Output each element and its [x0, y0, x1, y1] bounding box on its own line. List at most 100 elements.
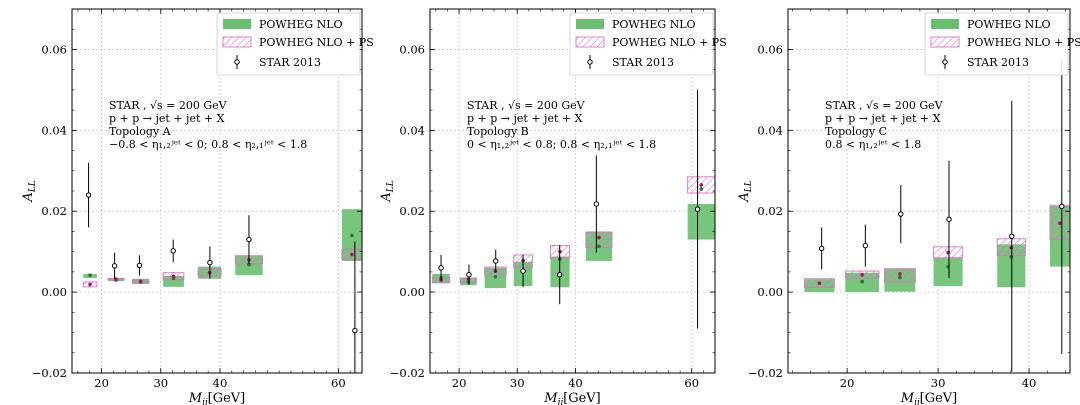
ps-point — [88, 282, 92, 287]
legend-ps-label: POWHEG NLO + PS — [967, 36, 1080, 49]
ps-point — [350, 252, 354, 257]
panel-3: 20 30 40 −0.02 0.00 0.02 0.04 0.06 Mjj[GeV] ALL ST… — [737, 8, 1080, 405]
star-point — [493, 258, 499, 264]
legend-nlo-swatch — [223, 19, 251, 29]
x-tick-label: 40 — [1022, 376, 1037, 390]
panel-2: 20 30 40 60 −0.02 0.00 0.02 0.04 0.06 Mjj[GeV] ALL… — [379, 8, 727, 405]
ps-point — [114, 277, 118, 281]
y-tick-label: 0.06 — [41, 42, 67, 56]
legend-star-marker — [234, 59, 240, 65]
nlo-point — [88, 273, 92, 277]
x-tick-label: 40 — [568, 376, 583, 390]
x-axis-label: Mjj[GeV] — [900, 391, 958, 405]
y-tick-label: −0.02 — [390, 366, 425, 380]
star-point — [207, 259, 213, 266]
star-point — [818, 245, 825, 252]
x-tick-label: 40 — [213, 376, 228, 390]
ps-point — [171, 274, 176, 279]
annotation-line-4: 0.8 < η₁,₂ʲᵉᵗ < 1.8 — [825, 138, 921, 151]
x-tick-label: 20 — [452, 376, 467, 390]
nlo-point — [597, 244, 601, 249]
star-point — [352, 327, 358, 334]
y-tick-label: 0.02 — [41, 204, 67, 218]
y-tick-label: 0.04 — [399, 123, 425, 137]
ps-point — [1058, 221, 1062, 226]
legend-nlo-label: POWHEG NLO — [612, 18, 696, 31]
annotation-line-3: Topology A — [109, 125, 172, 138]
legend-ps-swatch — [930, 36, 960, 48]
legend-box — [569, 12, 714, 76]
y-tick-label: 0.06 — [757, 42, 783, 56]
x-axis-label: Mjj[GeV] — [188, 391, 246, 405]
nlo-box — [687, 203, 715, 240]
y-axis-label: ALL — [379, 180, 396, 202]
legend-star-marker — [942, 59, 948, 65]
ps-point — [138, 279, 143, 283]
star-point — [520, 268, 526, 274]
legend-box — [216, 12, 361, 76]
x-tick-label: 30 — [153, 376, 168, 390]
legend-star-label: STAR 2013 — [967, 56, 1029, 69]
nlo-box — [933, 257, 963, 287]
nlo-point — [699, 187, 704, 191]
x-tick-label: 20 — [94, 376, 109, 390]
star-point — [1059, 203, 1065, 210]
annotation-line-2: p + p → jet + jet + X — [109, 112, 225, 125]
x-tick-label: 20 — [840, 376, 855, 390]
annotation-line-3: Topology B — [467, 125, 529, 138]
y-tick-label: 0.04 — [41, 123, 67, 137]
legend-nlo-label: POWHEG NLO — [259, 18, 343, 31]
annotation-line-2: p + p → jet + jet + X — [467, 112, 583, 125]
legend-ps-label: POWHEG NLO + PS — [612, 36, 727, 49]
nlo-point — [247, 262, 251, 267]
legend-ps-label: POWHEG NLO + PS — [259, 36, 374, 49]
star-point — [111, 263, 118, 269]
nlo-point — [350, 233, 354, 238]
ps-point — [860, 272, 864, 277]
ps-point — [597, 235, 601, 240]
x-axis-label: Mjj[GeV] — [543, 391, 601, 405]
y-tick-label: 0.00 — [399, 285, 425, 299]
legend-box — [924, 12, 1069, 76]
annotation-line-1: STAR , √s = 200 GeV — [825, 99, 944, 112]
annotation-line-1: STAR , √s = 200 GeV — [467, 99, 586, 112]
annotation-line-2: p + p → jet + jet + X — [825, 112, 941, 125]
x-tick-label: 60 — [331, 376, 346, 390]
nlo-point — [493, 274, 498, 279]
legend-star-marker — [587, 59, 593, 65]
legend-star-label: STAR 2013 — [612, 56, 674, 69]
nlo-point — [860, 279, 864, 284]
star-point — [694, 206, 701, 212]
annotation-line-1: STAR , √s = 200 GeV — [109, 99, 228, 112]
legend-ps-swatch — [575, 36, 605, 48]
y-tick-label: 0.04 — [757, 123, 783, 137]
star-point — [946, 216, 952, 223]
star-point — [862, 242, 869, 249]
y-tick-label: 0.02 — [757, 204, 783, 218]
y-tick-label: 0.06 — [399, 42, 425, 56]
annotation-line-4: 0 < η₁,₂ʲᵉᵗ < 0.8; 0.8 < η₂,₁ʲᵉᵗ < 1.8 — [467, 138, 656, 151]
star-point — [438, 265, 444, 271]
y-tick-label: −0.02 — [32, 366, 67, 380]
annotation-line-3: Topology C — [825, 125, 887, 138]
star-point — [246, 236, 252, 243]
star-point — [170, 248, 176, 254]
star-point — [593, 201, 600, 207]
y-tick-label: 0.00 — [41, 285, 67, 299]
legend-nlo-swatch — [931, 19, 959, 29]
x-tick-label: 60 — [684, 376, 699, 390]
star-point — [466, 272, 472, 278]
y-axis-label: ALL — [737, 180, 754, 202]
y-tick-label: −0.02 — [748, 366, 783, 380]
star-point — [85, 192, 92, 198]
legend-ps-swatch — [222, 36, 252, 48]
x-tick-label: 30 — [931, 376, 946, 390]
legend-star-label: STAR 2013 — [259, 56, 321, 69]
ps-point — [466, 277, 471, 281]
star-point — [557, 272, 563, 278]
star-point — [1009, 233, 1015, 239]
y-tick-label: 0.00 — [757, 285, 783, 299]
annotation-line-4: −0.8 < η₁,₂ʲᵉᵗ < 0; 0.8 < η₂,₁ʲᵉᵗ < 1.8 — [109, 138, 307, 151]
ps-point — [817, 281, 822, 286]
